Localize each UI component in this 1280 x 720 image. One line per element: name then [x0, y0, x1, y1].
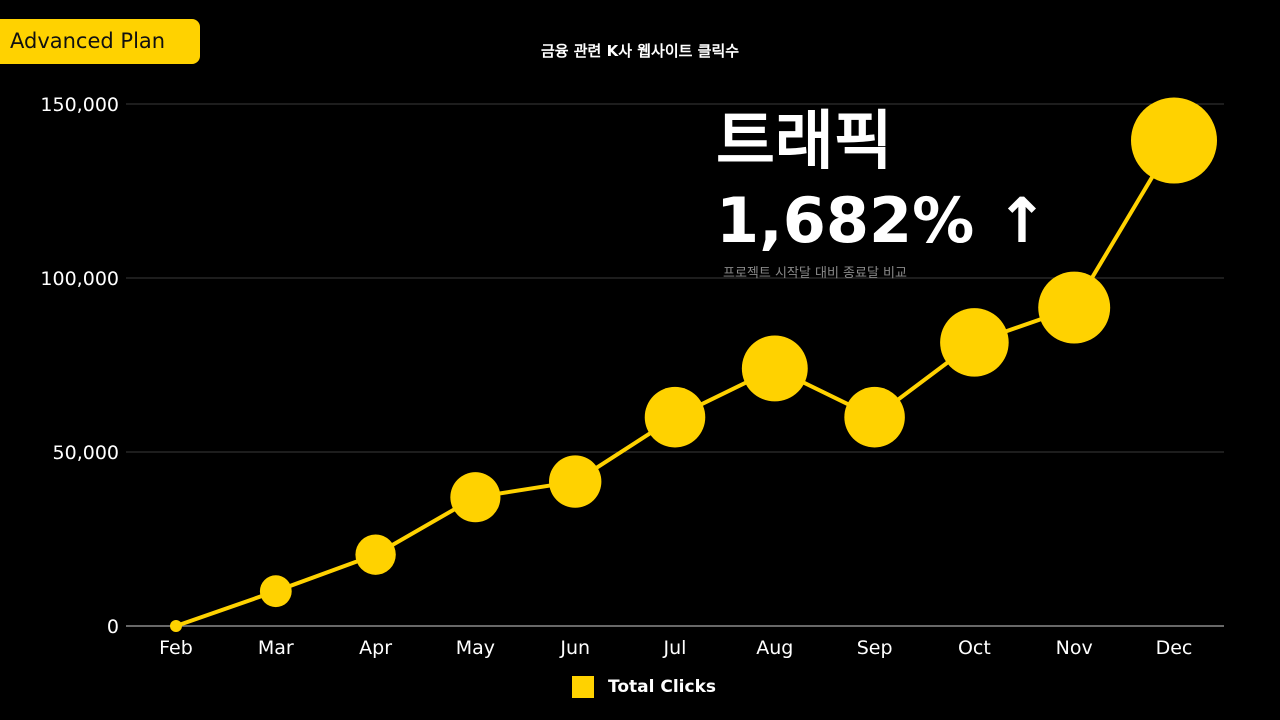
x-tick-label: Oct — [958, 637, 991, 659]
data-point — [1131, 97, 1217, 184]
x-tick-label: Mar — [258, 637, 294, 659]
x-tick-label: Feb — [159, 637, 193, 659]
x-tick-label: Nov — [1056, 637, 1093, 659]
data-point — [450, 472, 501, 523]
y-tick-label: 150,000 — [40, 94, 119, 116]
legend-label: Total Clicks — [608, 677, 716, 697]
series-layer — [170, 97, 1217, 632]
grid-layer — [126, 103, 1224, 627]
x-axis: Feb Mar Apr May Jun Jul Aug Sep Oct Nov Dec — [159, 637, 1192, 659]
x-tick-label: Apr — [359, 637, 392, 659]
data-point — [741, 335, 808, 402]
x-tick-label: Aug — [756, 637, 793, 659]
data-point — [355, 534, 396, 575]
y-tick-label: 50,000 — [53, 442, 119, 464]
x-tick-label: May — [456, 637, 495, 659]
x-tick-label: Dec — [1156, 637, 1193, 659]
data-point — [644, 386, 706, 448]
x-tick-label: Jun — [559, 637, 590, 659]
x-tick-label: Jul — [663, 637, 687, 659]
up-arrow-icon: ↑ — [995, 184, 1048, 257]
data-point — [844, 386, 905, 448]
headline-title: 트래픽 — [716, 105, 893, 179]
plan-badge: Advanced Plan — [0, 19, 200, 64]
data-point — [1038, 271, 1111, 344]
legend: Total Clicks — [572, 676, 716, 698]
growth-figure: 1,682% ↑ — [716, 182, 1048, 260]
data-point — [259, 575, 292, 608]
data-point — [170, 620, 182, 632]
legend-swatch — [572, 676, 594, 698]
headline-note: 프로젝트 시작달 대비 종료달 비교 — [723, 266, 907, 281]
chart-title: 금융 관련 K사 웹사이트 클릭수 — [540, 42, 740, 60]
x-tick-label: Sep — [857, 637, 893, 659]
data-point — [940, 308, 1009, 377]
growth-value: 1,682% — [716, 184, 975, 257]
y-axis: 0 50,000 100,000 150,000 — [40, 94, 119, 638]
y-tick-label: 0 — [107, 616, 119, 638]
data-point — [549, 455, 602, 508]
y-tick-label: 100,000 — [40, 268, 119, 290]
